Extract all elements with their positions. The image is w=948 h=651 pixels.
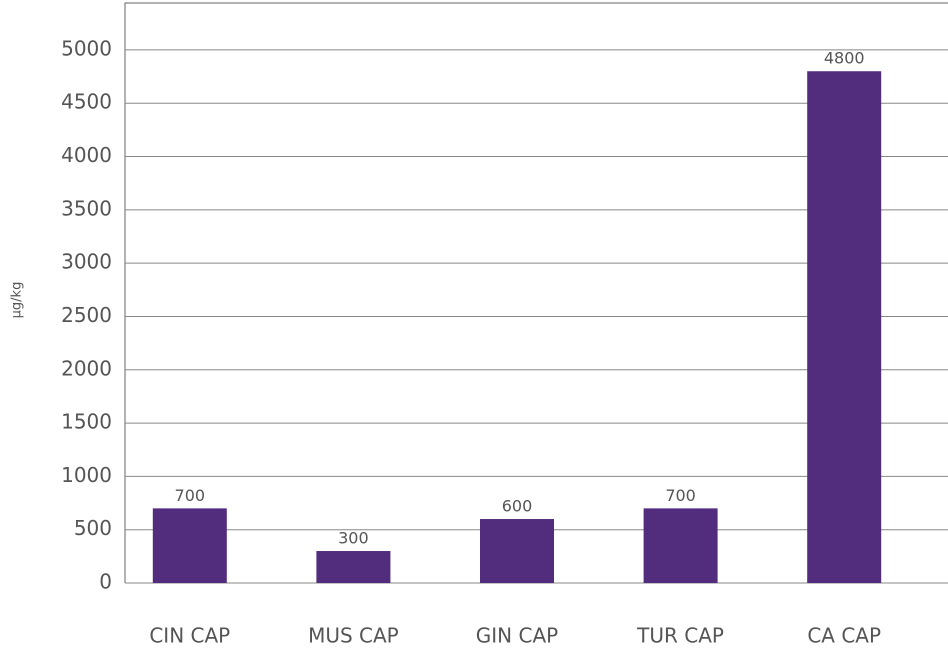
plot-frame [124, 2, 948, 583]
data-label: 700 [665, 486, 696, 505]
data-label: 300 [338, 529, 369, 548]
y-tick-label: 500 [74, 516, 112, 540]
x-tick-label: CIN CAP [149, 624, 230, 648]
bar [152, 508, 227, 583]
bar [480, 519, 554, 583]
y-axis-label: µg/kg [10, 282, 25, 319]
bar [316, 551, 391, 583]
x-tick-label: CA CAP [807, 624, 881, 648]
y-tick-label: 3000 [61, 250, 112, 274]
x-tick-label: GIN CAP [476, 624, 558, 648]
y-tick-label: 2000 [61, 356, 112, 380]
y-tick-label: 4000 [61, 143, 112, 167]
bar [643, 508, 718, 583]
x-tick-label: TUR CAP [636, 624, 724, 648]
y-tick-label: 4500 [61, 90, 112, 114]
y-tick-label: 0 [99, 570, 112, 594]
data-label: 4800 [824, 49, 865, 68]
y-tick-label: 1000 [61, 463, 112, 487]
y-tick-label: 1500 [61, 410, 112, 434]
bar [807, 71, 882, 583]
x-tick-label: MUS CAP [308, 624, 399, 648]
data-label: 700 [175, 486, 206, 505]
y-tick-label: 5000 [61, 36, 112, 60]
y-tick-label: 3500 [61, 196, 112, 220]
y-tick-label: 2500 [61, 303, 112, 327]
data-label: 600 [502, 497, 533, 516]
